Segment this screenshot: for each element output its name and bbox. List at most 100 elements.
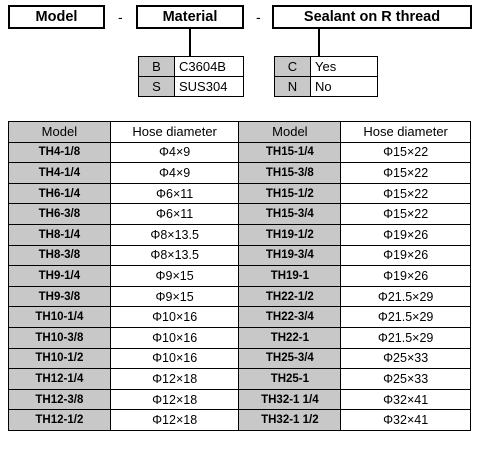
hose-diameter-cell: Φ8×13.5 — [109, 244, 240, 267]
hose-diameter-cell: Φ15×22 — [340, 141, 471, 164]
sealant-connector-line — [318, 29, 320, 56]
table-row: TH6-1/4 Φ6×11 TH15-1/2 Φ15×22 — [8, 182, 471, 205]
sealant-option-value: No — [310, 76, 378, 97]
model-cell: TH8-1/4 — [8, 223, 111, 246]
material-option-value: C3604B — [174, 56, 244, 77]
model-cell: TH22-1 — [238, 326, 342, 349]
hose-diameter-cell: Φ10×16 — [109, 306, 240, 328]
material-options-table: B C3604B S SUS304 — [138, 56, 244, 97]
model-cell: TH19-1/2 — [238, 223, 342, 246]
hose-diameter-cell: Φ4×9 — [109, 141, 240, 164]
hose-diameter-cell: Φ25×33 — [340, 368, 471, 390]
separator-dash: - — [256, 9, 261, 25]
table-body: TH4-1/8 Φ4×9 TH15-1/4 Φ15×22 TH4-1/4 Φ4×9 TH15… — [8, 141, 471, 431]
hose-diameter-cell: Φ19×26 — [340, 223, 471, 246]
column-header-model: Model — [238, 121, 342, 143]
table-row: TH12-1/4 Φ12×18 TH25-1 Φ25×33 — [8, 368, 471, 390]
table-row: TH8-1/4 Φ8×13.5 TH19-1/2 Φ19×26 — [8, 223, 471, 246]
table-row: TH9-3/8 Φ9×15 TH22-1/2 Φ21.5×29 — [8, 285, 471, 308]
model-cell: TH12-1/2 — [8, 409, 111, 431]
hose-diameter-cell: Φ6×11 — [109, 203, 240, 225]
model-cell: TH15-1/4 — [238, 141, 342, 164]
model-cell: TH9-1/4 — [8, 265, 111, 287]
hose-diameter-cell: Φ15×22 — [340, 162, 471, 184]
table-row: TH12-3/8 Φ12×18 TH32-1 1/4 Φ32×41 — [8, 388, 471, 411]
table-row: TH6-3/8 Φ6×11 TH15-3/4 Φ15×22 — [8, 203, 471, 225]
model-cell: TH19-3/4 — [238, 244, 342, 267]
model-cell: TH15-3/4 — [238, 203, 342, 225]
sealant-option-row: N No — [274, 76, 378, 97]
sealant-options-table: C Yes N No — [274, 56, 378, 97]
model-cell: TH22-1/2 — [238, 285, 342, 308]
hose-diameter-cell: Φ12×18 — [109, 388, 240, 411]
model-cell: TH6-1/4 — [8, 182, 111, 205]
table-row: TH10-1/4 Φ10×16 TH22-3/4 Φ21.5×29 — [8, 306, 471, 328]
hose-diameter-cell: Φ25×33 — [340, 347, 471, 370]
model-header-box: Model — [8, 5, 105, 29]
material-connector-line — [189, 29, 191, 56]
model-cell: TH12-1/4 — [8, 368, 111, 390]
model-cell: TH19-1 — [238, 265, 342, 287]
hose-diameter-cell: Φ19×26 — [340, 244, 471, 267]
model-cell: TH10-1/2 — [8, 347, 111, 370]
model-cell: TH32-1 1/2 — [238, 409, 342, 431]
table-row: TH12-1/2 Φ12×18 TH32-1 1/2 Φ32×41 — [8, 409, 471, 431]
table-row: TH9-1/4 Φ9×15 TH19-1 Φ19×26 — [8, 265, 471, 287]
material-header-label: Material — [162, 9, 218, 25]
hose-diameter-cell: Φ8×13.5 — [109, 223, 240, 246]
table-header-row: Model Hose diameter Model Hose diameter — [8, 121, 471, 143]
hose-diameter-cell: Φ12×18 — [109, 409, 240, 431]
hose-diameter-cell: Φ32×41 — [340, 388, 471, 411]
table-row: TH10-1/2 Φ10×16 TH25-3/4 Φ25×33 — [8, 347, 471, 370]
hose-diameter-cell: Φ10×16 — [109, 347, 240, 370]
hose-diameter-cell: Φ32×41 — [340, 409, 471, 431]
hose-diameter-cell: Φ21.5×29 — [340, 285, 471, 308]
model-cell: TH8-3/8 — [8, 244, 111, 267]
material-option-value: SUS304 — [174, 76, 244, 97]
separator-dash: - — [118, 9, 123, 25]
model-cell: TH10-1/4 — [8, 306, 111, 328]
sealant-option-value: Yes — [310, 56, 378, 77]
column-header-hose-diameter: Hose diameter — [109, 121, 240, 143]
sealant-header-box: Sealant on R thread — [272, 5, 472, 29]
hose-diameter-cell: Φ21.5×29 — [340, 306, 471, 328]
hose-diameter-cell: Φ15×22 — [340, 182, 471, 205]
hose-diameter-cell: Φ19×26 — [340, 265, 471, 287]
sealant-option-code: N — [274, 76, 311, 97]
sealant-header-label: Sealant on R thread — [303, 9, 441, 25]
table-row: TH8-3/8 Φ8×13.5 TH19-3/4 Φ19×26 — [8, 244, 471, 267]
model-cell: TH15-3/8 — [238, 162, 342, 184]
material-header-box: Material — [136, 5, 244, 29]
model-cell: TH9-3/8 — [8, 285, 111, 308]
hose-diameter-cell: Φ4×9 — [109, 162, 240, 184]
hose-diameter-cell: Φ10×16 — [109, 326, 240, 349]
model-cell: TH25-1 — [238, 368, 342, 390]
model-cell: TH15-1/2 — [238, 182, 342, 205]
model-cell: TH32-1 1/4 — [238, 388, 342, 411]
material-option-row: S SUS304 — [138, 76, 244, 97]
table-row: TH4-1/4 Φ4×9 TH15-3/8 Φ15×22 — [8, 162, 471, 184]
model-cell: TH10-3/8 — [8, 326, 111, 349]
hose-diameter-cell: Φ6×11 — [109, 182, 240, 205]
model-hose-table: Model Hose diameter Model Hose diameter … — [8, 121, 471, 431]
sealant-option-row: C Yes — [274, 56, 378, 77]
model-cell: TH25-3/4 — [238, 347, 342, 370]
model-cell: TH22-3/4 — [238, 306, 342, 328]
model-cell: TH4-1/8 — [8, 141, 111, 164]
model-cell: TH12-3/8 — [8, 388, 111, 411]
hose-diameter-cell: Φ21.5×29 — [340, 326, 471, 349]
hose-diameter-cell: Φ9×15 — [109, 285, 240, 308]
material-option-code: S — [138, 76, 175, 97]
table-row: TH10-3/8 Φ10×16 TH22-1 Φ21.5×29 — [8, 326, 471, 349]
material-option-row: B C3604B — [138, 56, 244, 77]
material-option-code: B — [138, 56, 175, 77]
model-cell: TH6-3/8 — [8, 203, 111, 225]
model-header-label: Model — [35, 9, 78, 25]
column-header-hose-diameter: Hose diameter — [340, 121, 471, 143]
hose-diameter-cell: Φ15×22 — [340, 203, 471, 225]
hose-diameter-cell: Φ12×18 — [109, 368, 240, 390]
table-row: TH4-1/8 Φ4×9 TH15-1/4 Φ15×22 — [8, 141, 471, 164]
column-header-model: Model — [8, 121, 111, 143]
sealant-option-code: C — [274, 56, 311, 77]
hose-diameter-cell: Φ9×15 — [109, 265, 240, 287]
